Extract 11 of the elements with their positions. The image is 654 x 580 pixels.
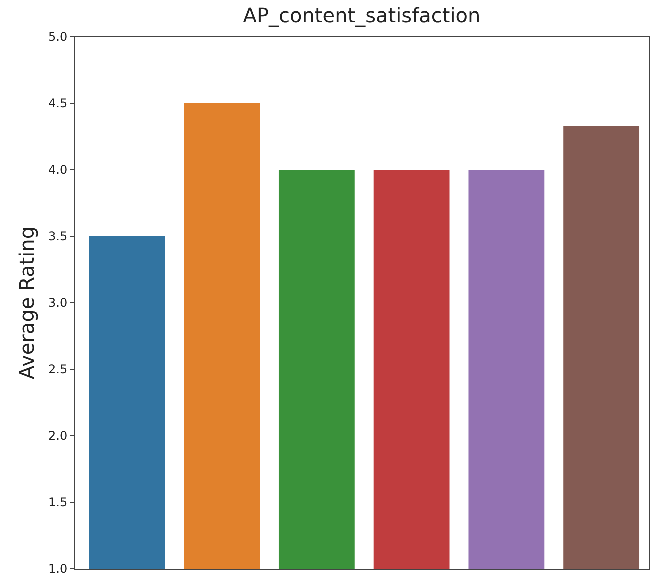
y-tick-label: 3.5	[48, 230, 68, 244]
y-tick-label: 2.0	[48, 429, 68, 444]
y-tick-label: 1.5	[48, 496, 68, 510]
y-axis-title: Average Rating	[15, 226, 40, 380]
y-tick-label: 1.0	[48, 562, 68, 576]
y-tick-label: 2.5	[48, 362, 68, 377]
y-tick-label: 4.5	[48, 96, 68, 111]
chart-title: AP_content_satisfaction	[243, 4, 481, 28]
y-tick-label: 4.0	[48, 163, 68, 178]
y-tick-label: 3.0	[48, 296, 68, 310]
y-tick-label: 5.0	[48, 30, 68, 44]
